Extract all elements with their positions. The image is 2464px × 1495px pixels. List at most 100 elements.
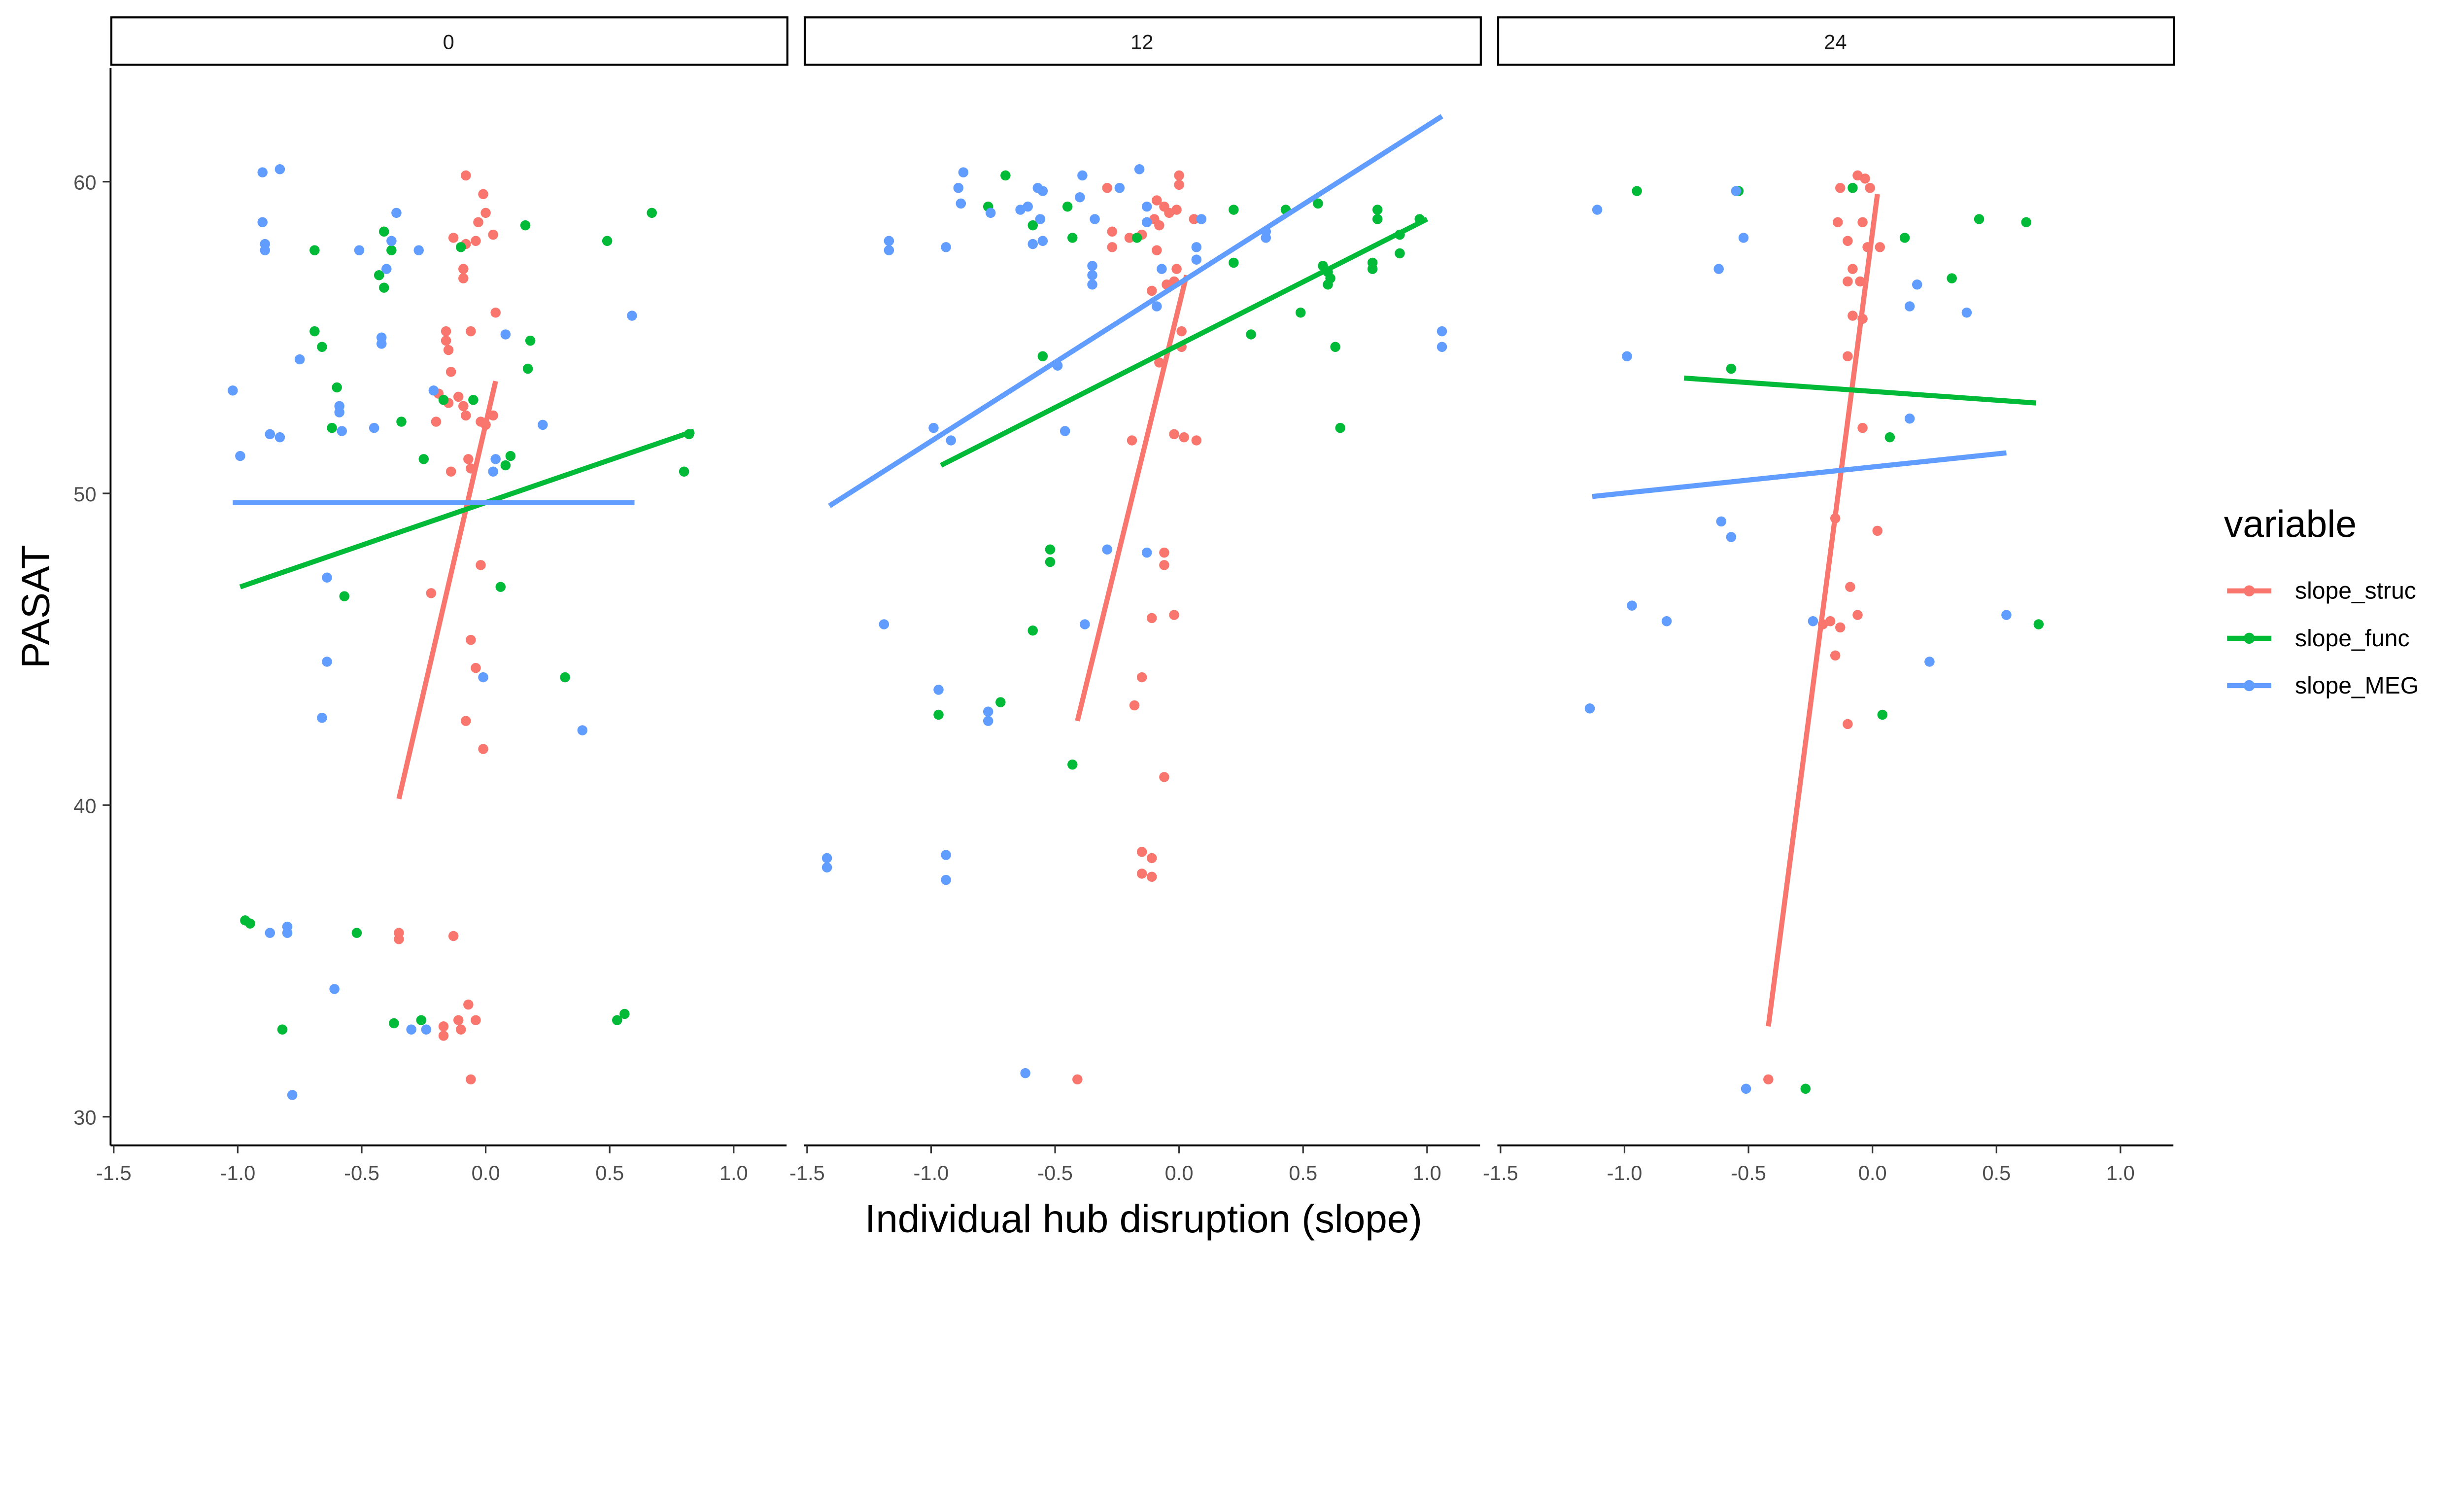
- data-point-slope_struc: [471, 1015, 481, 1025]
- data-point-slope_struc: [476, 560, 486, 570]
- data-point-slope_func: [2021, 217, 2031, 228]
- data-point-slope_func: [332, 382, 342, 393]
- data-point-slope_struc: [1129, 700, 1140, 711]
- data-point-slope_struc: [1872, 525, 1882, 536]
- data-point-slope_struc: [1147, 871, 1157, 882]
- data-point-slope_func: [1229, 205, 1239, 215]
- data-point-slope_func: [351, 928, 362, 938]
- data-point-slope_MEG: [941, 242, 951, 252]
- y-axis: 30 40 50 60: [73, 171, 111, 1129]
- data-point-slope_struc: [453, 391, 464, 402]
- data-point-slope_MEG: [406, 1024, 416, 1035]
- data-point-slope_struc: [466, 326, 476, 337]
- data-point-slope_struc: [1875, 242, 1885, 252]
- data-point-slope_MEG: [1622, 351, 1632, 361]
- data-point-slope_struc: [458, 264, 469, 274]
- data-point-slope_struc: [1147, 853, 1157, 864]
- data-point-slope_MEG: [322, 572, 332, 583]
- x-tick-label: -0.5: [1731, 1161, 1766, 1184]
- panel-data: [821, 114, 1447, 1085]
- data-point-slope_struc: [1189, 214, 1199, 224]
- fit-line-slope_struc: [1766, 194, 1880, 1027]
- data-point-slope_MEG: [376, 339, 387, 349]
- data-point-slope_MEG: [1731, 186, 1742, 196]
- data-point-slope_struc: [445, 466, 456, 477]
- data-point-slope_MEG: [1037, 236, 1048, 246]
- data-point-slope_func: [1974, 214, 1985, 224]
- x-tick-label: -1.5: [789, 1161, 825, 1184]
- data-point-slope_struc: [453, 1015, 464, 1025]
- data-point-slope_func: [1726, 363, 1737, 374]
- data-point-slope_struc: [1835, 622, 1846, 633]
- data-point-slope_struc: [1855, 276, 1865, 287]
- data-point-slope_struc: [1127, 435, 1137, 446]
- data-point-slope_func: [522, 363, 533, 374]
- data-point-slope_func: [1335, 422, 1345, 433]
- data-point-slope_func: [495, 582, 506, 592]
- data-point-slope_func: [995, 697, 1006, 707]
- data-point-slope_func: [505, 451, 516, 461]
- data-point-slope_func: [933, 709, 944, 720]
- data-point-slope_struc: [1843, 236, 1853, 246]
- legend-item-slope_func: slope_func: [2227, 625, 2410, 652]
- data-point-slope_struc: [448, 931, 459, 941]
- data-point-slope_MEG: [1075, 192, 1085, 203]
- data-point-slope_struc: [1763, 1074, 1774, 1085]
- data-point-slope_func: [317, 342, 327, 352]
- data-point-slope_MEG: [257, 217, 268, 228]
- data-point-slope_MEG: [941, 874, 951, 885]
- data-point-slope_func: [245, 918, 255, 929]
- data-point-slope_MEG: [500, 329, 511, 340]
- data-point-slope_MEG: [1584, 703, 1595, 714]
- panel-data: [228, 164, 695, 1100]
- data-point-slope_MEG: [369, 422, 379, 433]
- data-point-slope_MEG: [490, 454, 501, 464]
- data-point-slope_func: [1000, 170, 1011, 181]
- data-point-slope_struc: [1147, 613, 1157, 624]
- data-point-slope_MEG: [1808, 616, 1818, 626]
- data-point-slope_struc: [1845, 582, 1855, 592]
- data-point-slope_func: [500, 460, 511, 471]
- data-point-slope_func: [1372, 205, 1383, 215]
- x-tick-label: 0.0: [472, 1161, 500, 1184]
- data-point-slope_MEG: [386, 236, 397, 246]
- data-point-slope_struc: [438, 1021, 449, 1032]
- data-point-slope_func: [386, 245, 397, 255]
- data-point-slope_MEG: [1726, 532, 1737, 542]
- data-point-slope_MEG: [1152, 301, 1162, 312]
- legend-label: slope_MEG: [2295, 672, 2419, 699]
- data-point-slope_struc: [473, 217, 483, 228]
- data-point-slope_func: [1246, 329, 1256, 340]
- data-point-slope_struc: [458, 273, 469, 283]
- x-axis-title: Individual hub disruption (slope): [865, 1196, 1422, 1241]
- data-point-slope_func: [277, 1024, 288, 1035]
- data-point-slope_MEG: [413, 245, 424, 255]
- data-point-slope_MEG: [1141, 201, 1152, 212]
- panel-data: [1584, 170, 2044, 1094]
- data-point-slope_MEG: [274, 164, 285, 174]
- facet-panel-12: 12 -1.5 -1.0 -0.5 0.0 0.5 1.0: [789, 16, 1482, 1184]
- data-point-slope_struc: [1852, 610, 1863, 620]
- data-point-slope_MEG: [265, 928, 275, 938]
- data-point-slope_MEG: [282, 928, 293, 938]
- data-point-slope_func: [1372, 214, 1383, 224]
- data-point-slope_struc: [394, 934, 404, 944]
- data-point-slope_func: [1323, 279, 1333, 290]
- data-point-slope_func: [1313, 198, 1323, 209]
- data-point-slope_MEG: [1157, 264, 1167, 274]
- data-point-slope_struc: [1171, 205, 1182, 215]
- data-point-slope_struc: [1159, 560, 1169, 570]
- data-point-slope_MEG: [933, 685, 944, 695]
- data-point-slope_MEG: [1134, 164, 1145, 174]
- facet-strip: [1497, 16, 2175, 66]
- data-point-slope_struc: [1171, 264, 1182, 274]
- data-point-slope_func: [1062, 201, 1073, 212]
- data-point-slope_MEG: [879, 619, 890, 629]
- data-point-slope_func: [438, 394, 449, 405]
- data-point-slope_MEG: [1904, 413, 1915, 424]
- data-point-slope_MEG: [884, 236, 894, 246]
- data-point-slope_MEG: [1080, 619, 1090, 629]
- data-point-slope_struc: [478, 744, 488, 754]
- data-point-slope_func: [1884, 432, 1895, 443]
- data-point-slope_struc: [461, 716, 471, 726]
